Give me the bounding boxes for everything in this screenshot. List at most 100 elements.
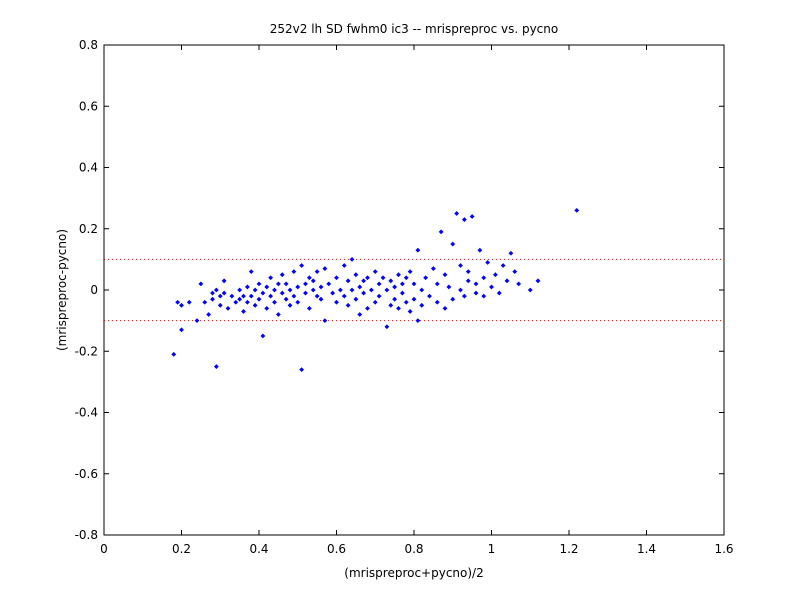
data-point xyxy=(384,287,390,293)
data-points xyxy=(171,207,580,373)
y-tick-label: 0 xyxy=(90,283,98,297)
data-point xyxy=(217,293,223,299)
data-point xyxy=(392,284,398,290)
data-point xyxy=(365,305,370,311)
data-point xyxy=(303,281,308,287)
data-point xyxy=(314,293,320,299)
data-point xyxy=(341,293,347,299)
data-point xyxy=(256,296,262,302)
data-point xyxy=(279,272,285,278)
plot-frame xyxy=(103,44,725,536)
data-point xyxy=(481,293,487,299)
data-point xyxy=(481,275,487,281)
x-tick-label: 1 xyxy=(488,542,496,556)
data-point xyxy=(318,296,324,302)
data-point xyxy=(237,296,243,302)
data-point xyxy=(179,327,184,333)
data-point xyxy=(361,278,367,284)
data-point xyxy=(461,293,467,299)
data-point xyxy=(337,287,343,293)
data-point xyxy=(512,269,518,275)
data-point xyxy=(376,281,382,287)
data-point xyxy=(535,278,541,284)
data-point xyxy=(496,290,502,296)
y-tick-label: -0.6 xyxy=(75,467,98,481)
data-point xyxy=(407,269,413,275)
data-point xyxy=(241,309,246,314)
data-point xyxy=(326,281,332,287)
data-point xyxy=(388,302,394,308)
data-point xyxy=(357,284,363,290)
data-point xyxy=(504,278,510,284)
x-tick-label: 0.8 xyxy=(404,542,423,556)
data-point xyxy=(244,299,250,305)
data-point xyxy=(508,250,514,256)
data-point xyxy=(221,278,227,284)
data-point xyxy=(256,281,262,287)
data-point xyxy=(388,278,394,284)
data-point xyxy=(454,211,460,216)
y-tick-label: 0.2 xyxy=(79,222,98,236)
y-tick-label: -0.8 xyxy=(75,528,98,542)
data-point xyxy=(469,214,475,219)
data-point xyxy=(171,351,177,357)
data-point xyxy=(477,247,483,253)
data-point xyxy=(279,290,285,296)
data-point xyxy=(260,290,266,296)
data-point xyxy=(283,281,289,287)
data-point xyxy=(260,333,266,339)
data-point xyxy=(372,269,378,275)
data-point xyxy=(450,296,456,302)
x-tick-label: 0.4 xyxy=(249,542,268,556)
y-axis-label: (mrispreproc-pycno) xyxy=(55,229,69,351)
data-point xyxy=(427,293,432,299)
data-point xyxy=(438,229,444,235)
reference-lines xyxy=(104,258,724,322)
x-axis-ticks: 0 0.2 0.4 0.6 0.8 1 1.2 1.4 1.6 xyxy=(100,45,734,556)
data-point xyxy=(392,296,398,302)
data-point xyxy=(213,287,219,293)
data-point xyxy=(380,275,386,281)
data-point xyxy=(442,272,448,278)
data-point xyxy=(248,269,254,275)
data-point xyxy=(396,305,401,311)
data-point xyxy=(411,281,417,287)
data-point xyxy=(485,260,491,265)
data-point xyxy=(322,266,328,271)
data-point xyxy=(376,293,382,299)
data-point xyxy=(202,299,208,305)
x-axis-label: (mrispreproc+pycno)/2 xyxy=(344,566,483,580)
data-point xyxy=(287,287,293,293)
y-tick-label: -0.2 xyxy=(75,344,98,358)
data-point xyxy=(399,281,405,287)
data-point xyxy=(272,299,277,305)
data-point xyxy=(213,364,219,369)
data-point xyxy=(194,318,200,324)
data-point xyxy=(248,293,254,299)
data-point xyxy=(423,275,429,281)
data-point xyxy=(349,256,355,262)
data-point xyxy=(295,284,301,290)
data-point xyxy=(407,309,413,314)
data-point xyxy=(210,290,215,296)
x-tick-label: 0.6 xyxy=(327,542,346,556)
data-point xyxy=(361,290,367,296)
data-point xyxy=(461,217,467,222)
data-point xyxy=(403,299,409,305)
data-point xyxy=(330,290,336,296)
data-point xyxy=(489,284,494,290)
y-axis-ticks: -0.8 -0.6 -0.4 -0.2 0 0.2 0.4 0.6 0.8 xyxy=(75,38,724,542)
data-point xyxy=(473,290,479,296)
data-point xyxy=(233,299,239,305)
data-point xyxy=(446,284,452,290)
data-point xyxy=(345,302,351,308)
data-point xyxy=(341,263,347,268)
data-point xyxy=(334,275,339,281)
data-point xyxy=(334,299,339,305)
data-point xyxy=(264,284,270,290)
y-tick-label: 0.4 xyxy=(79,161,98,175)
data-point xyxy=(275,281,281,287)
data-point xyxy=(345,278,351,284)
x-tick-label: 0 xyxy=(100,542,108,556)
x-tick-label: 1.6 xyxy=(714,542,733,556)
